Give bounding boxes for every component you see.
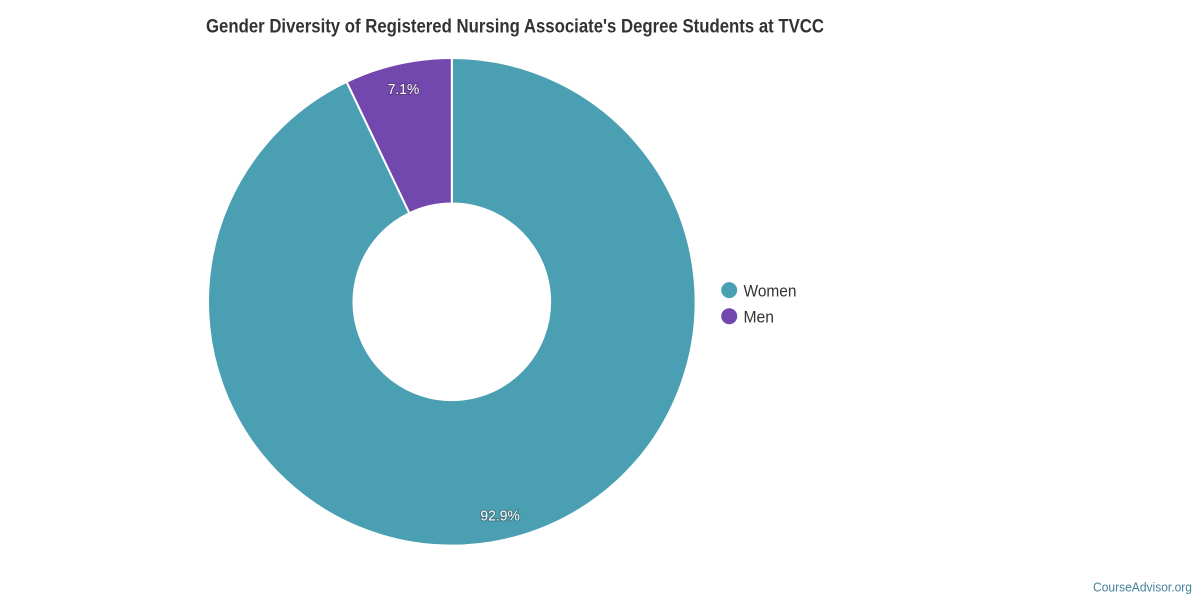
svg-text:Women: Women xyxy=(744,282,797,301)
svg-text:Men: Men xyxy=(744,308,775,327)
svg-text:92.9%: 92.9% xyxy=(480,507,520,524)
svg-text:7.1%: 7.1% xyxy=(388,81,420,98)
svg-text:Gender Diversity of Registered: Gender Diversity of Registered Nursing A… xyxy=(206,17,824,38)
svg-text:CourseAdvisor.org: CourseAdvisor.org xyxy=(1093,580,1192,595)
